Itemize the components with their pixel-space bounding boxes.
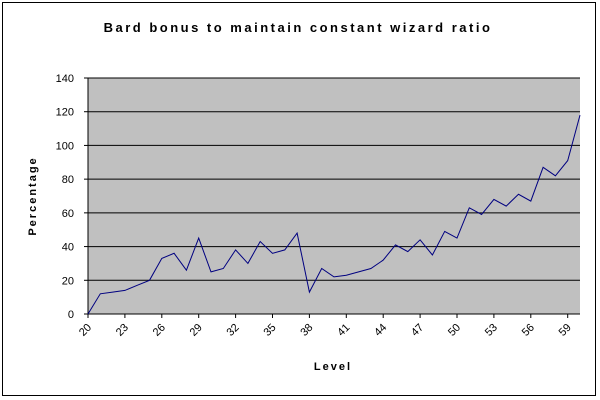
grid-lines: [88, 77, 580, 281]
series-line: [87, 114, 581, 315]
x-axis-ticks: 20 23 26 29 32 35 38 41 44 47 50 53 56 59: [77, 314, 574, 339]
x-tick-label: 38: [298, 322, 315, 339]
y-tick-label: 140: [56, 73, 74, 85]
x-tick-label: 26: [151, 322, 168, 339]
x-tick-label: 41: [335, 322, 352, 339]
y-axis-ticks: 0 20 40 60 80 100 120 140: [56, 73, 88, 321]
y-tick-label: 20: [62, 275, 74, 287]
chart-title: Bard bonus to maintain constant wizard r…: [104, 20, 493, 35]
x-axis-label: Level: [314, 361, 352, 373]
x-tick-label: 59: [557, 322, 574, 339]
y-tick-label: 120: [56, 107, 74, 119]
x-tick-label: 29: [188, 322, 205, 339]
x-tick-label: 50: [446, 322, 463, 339]
plot-area: [88, 78, 580, 314]
x-tick-label: 35: [261, 322, 278, 339]
y-tick-label: 80: [62, 174, 74, 186]
y-tick-label: 60: [62, 208, 74, 220]
y-tick-label: 40: [62, 242, 74, 254]
x-tick-label: 53: [483, 322, 500, 339]
x-tick-label: 44: [372, 322, 389, 339]
x-tick-label: 47: [409, 322, 426, 339]
x-tick-label: 20: [77, 322, 94, 339]
x-tick-label: 32: [225, 322, 242, 339]
x-tick-label: 23: [114, 322, 131, 339]
y-axis-label: Percentage: [27, 156, 39, 235]
y-tick-label: 100: [56, 140, 74, 152]
y-tick-label: 0: [68, 309, 74, 321]
x-tick-label: 56: [520, 322, 537, 339]
